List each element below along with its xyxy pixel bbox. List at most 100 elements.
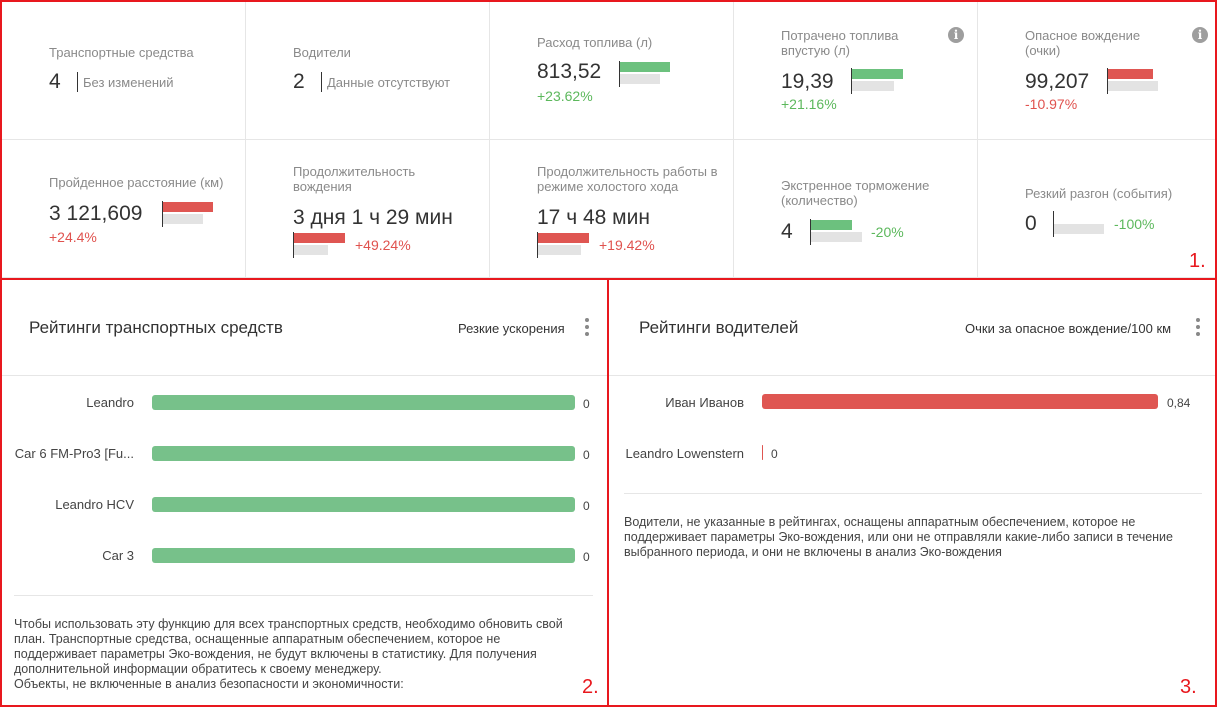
kebab-menu-icon[interactable] bbox=[1195, 318, 1201, 338]
rating-value: 0 bbox=[583, 499, 590, 513]
kpi-change: -100% bbox=[1114, 216, 1155, 232]
kpi-title: Экстренное торможение (количество) bbox=[781, 178, 930, 208]
panel-title: Рейтинги транспортных средств bbox=[29, 318, 283, 337]
annotation-frame-3 bbox=[607, 278, 1217, 707]
previous-bar bbox=[1108, 81, 1158, 91]
rating-value: 0,84 bbox=[1167, 396, 1191, 410]
kpi-braking[interactable]: Экстренное торможение (количество) 4 -20… bbox=[734, 140, 978, 278]
annotation-label-3: 3. bbox=[1180, 676, 1197, 698]
divider bbox=[609, 375, 1215, 376]
kpi-fuel[interactable]: Расход топлива (л) 813,52 +23.62% bbox=[490, 2, 734, 140]
kebab-menu-icon[interactable] bbox=[584, 318, 590, 338]
upgrade-note: Чтобы использовать эту функцию для всех … bbox=[14, 617, 563, 676]
previous-bar bbox=[620, 74, 660, 84]
vehicle-name: Leandro HCV bbox=[55, 497, 134, 512]
current-bar bbox=[1108, 69, 1153, 79]
kpi-drivers[interactable]: Водители 2 Данные отсутствуют bbox=[246, 2, 490, 140]
kpi-change: -10.97% bbox=[1025, 96, 1078, 112]
annotation-frame-1 bbox=[0, 0, 1217, 280]
metric-selector[interactable]: Очки за опасное вождение/100 км bbox=[965, 321, 1172, 336]
kpi-accel[interactable]: Резкий разгон (события) 0 -100% bbox=[978, 140, 1215, 278]
annotation-label-2: 2. bbox=[582, 676, 599, 698]
current-bar bbox=[538, 233, 589, 243]
current-bar bbox=[811, 220, 852, 230]
previous-bar bbox=[852, 81, 894, 91]
vehicle-name: Leandro bbox=[86, 395, 134, 410]
kpi-note: Без изменений bbox=[83, 75, 174, 90]
kpi-change: +23.62% bbox=[537, 88, 593, 104]
divider bbox=[624, 493, 1202, 494]
current-bar bbox=[852, 69, 903, 79]
previous-bar bbox=[811, 232, 862, 242]
kpi-value: 0 bbox=[1025, 212, 1037, 235]
kpi-duration[interactable]: Продолжительность вождения 3 дня 1 ч 29 … bbox=[246, 140, 490, 278]
kpi-idle-time[interactable]: Продолжительность работы в режиме холост… bbox=[490, 140, 734, 278]
divider bbox=[14, 595, 593, 596]
rating-value: 0 bbox=[771, 447, 778, 461]
kpi-value: 3 121,609 bbox=[49, 202, 143, 225]
rating-bar bbox=[152, 497, 575, 512]
kpi-grid: Транспортные средства 4 Без изменений Во… bbox=[2, 2, 1215, 278]
divider bbox=[2, 375, 607, 376]
vehicle-ratings-panel: Рейтинги транспортных средств Резкие уск… bbox=[2, 280, 607, 705]
divider bbox=[1107, 68, 1108, 94]
rating-value: 0 bbox=[583, 550, 590, 564]
divider bbox=[810, 219, 811, 245]
rating-bar bbox=[762, 445, 763, 460]
kpi-value: 4 bbox=[49, 70, 61, 93]
kpi-value: 813,52 bbox=[537, 60, 602, 83]
kpi-title: Потрачено топлива впустую (л) bbox=[781, 28, 899, 58]
divider bbox=[77, 72, 78, 92]
rating-bar bbox=[152, 548, 575, 563]
annotation-label-1: 1. bbox=[1189, 250, 1206, 272]
kpi-change: +49.24% bbox=[355, 237, 411, 253]
vehicle-name: Car 3 bbox=[102, 548, 134, 563]
divider bbox=[537, 232, 538, 258]
panel-title: Рейтинги водителей bbox=[639, 318, 799, 337]
kpi-idle-fuel[interactable]: Потрачено топлива впустую (л) i 19,39 +2… bbox=[734, 2, 978, 140]
kpi-title: Продолжительность вождения bbox=[293, 164, 416, 194]
excluded-objects-note: Объекты, не включенные в анализ безопасн… bbox=[14, 677, 404, 691]
previous-bar bbox=[294, 245, 328, 255]
kpi-title: Расход топлива (л) bbox=[537, 35, 653, 50]
kpi-note: Данные отсутствуют bbox=[327, 75, 451, 90]
kpi-value: 4 bbox=[781, 220, 793, 243]
divider bbox=[1053, 211, 1054, 237]
kpi-change: +19.42% bbox=[599, 237, 655, 253]
kpi-title: Пройденное расстояние (км) bbox=[49, 175, 224, 190]
divider bbox=[851, 68, 852, 94]
kpi-title: Опасное вождение (очки) bbox=[1025, 28, 1141, 58]
rating-bar bbox=[152, 446, 575, 461]
kpi-title: Резкий разгон (события) bbox=[1025, 186, 1173, 201]
kpi-value: 99,207 bbox=[1025, 70, 1090, 93]
kpi-change: +21.16% bbox=[781, 96, 837, 112]
current-bar bbox=[163, 202, 213, 212]
kpi-value: 3 дня 1 ч 29 мин bbox=[293, 206, 453, 229]
kpi-dangerous[interactable]: Опасное вождение (очки) i 99,207 -10.97% bbox=[978, 2, 1215, 140]
info-icon[interactable]: i bbox=[1192, 27, 1208, 43]
rating-value: 0 bbox=[583, 448, 590, 462]
kpi-change: +24.4% bbox=[49, 229, 97, 245]
driver-name: Leandro Lowenstern bbox=[625, 446, 744, 461]
divider bbox=[162, 201, 163, 227]
kpi-value: 2 bbox=[293, 70, 305, 93]
rating-bar bbox=[762, 394, 1158, 409]
current-bar bbox=[294, 233, 345, 243]
divider bbox=[293, 232, 294, 258]
previous-bar bbox=[538, 245, 581, 255]
kpi-value: 19,39 bbox=[781, 70, 834, 93]
driver-ratings-panel: Рейтинги водителей Очки за опасное вожде… bbox=[609, 280, 1215, 705]
kpi-title: Транспортные средства bbox=[49, 45, 194, 60]
drivers-note: Водители, не указанные в рейтингах, осна… bbox=[624, 515, 1173, 559]
kpi-value: 17 ч 48 мин bbox=[537, 206, 650, 229]
vehicle-name: Car 6 FM-Pro3 [Fu... bbox=[14, 446, 134, 461]
info-icon[interactable]: i bbox=[948, 27, 964, 43]
kpi-change: -20% bbox=[871, 224, 904, 240]
metric-selector[interactable]: Резкие ускорения bbox=[458, 321, 565, 336]
previous-bar bbox=[163, 214, 203, 224]
driver-name: Иван Иванов bbox=[665, 395, 744, 410]
kpi-vehicles[interactable]: Транспортные средства 4 Без изменений bbox=[2, 2, 246, 140]
kpi-distance[interactable]: Пройденное расстояние (км) 3 121,609 +24… bbox=[2, 140, 246, 278]
kpi-title: Продолжительность работы в режиме холост… bbox=[537, 164, 718, 194]
rating-value: 0 bbox=[583, 397, 590, 411]
